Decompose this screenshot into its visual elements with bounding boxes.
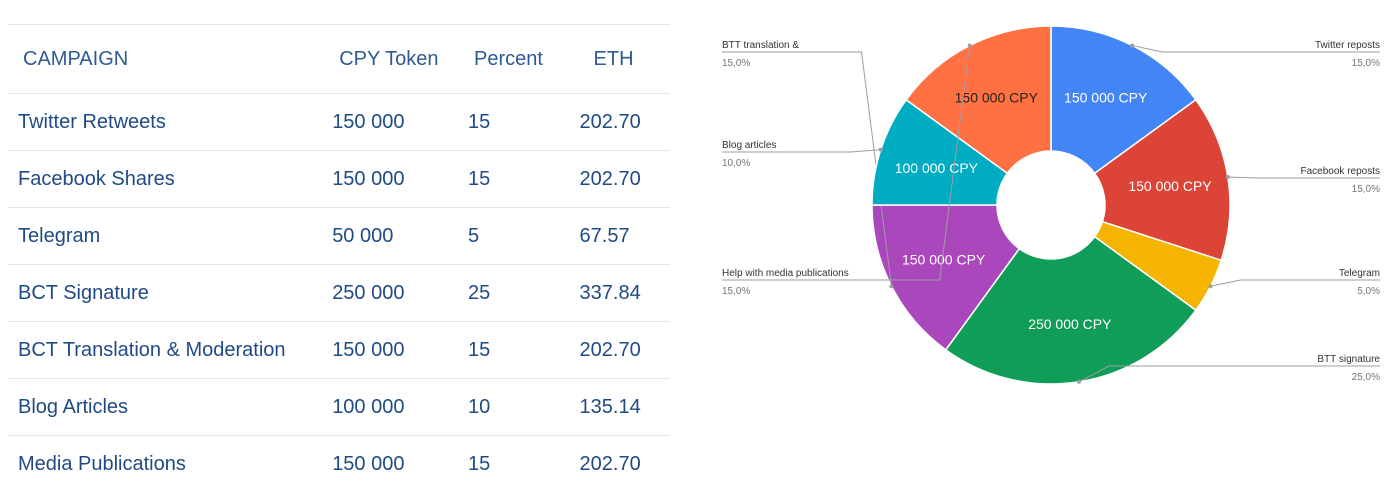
- callout-line: [722, 149, 881, 153]
- campaign-cell: Telegram: [8, 207, 333, 265]
- donut-slice: [1050, 25, 1197, 175]
- table-row: Facebook Shares 150 000 15 202.70: [8, 150, 670, 208]
- slice-percent-label: 15,0%: [722, 58, 750, 69]
- eth-cell: 67.57: [579, 207, 670, 265]
- slice-name-label: Telegram: [1339, 268, 1380, 279]
- campaign-cell: Blog Articles: [8, 378, 333, 436]
- slice-value-label: 100 000 CPY: [895, 160, 979, 176]
- percent-cell: 15: [468, 93, 580, 151]
- table-row: BCT Signature 250 000 25 337.84: [8, 264, 670, 322]
- campaign-cell: Facebook Shares: [8, 150, 333, 208]
- header-eth: ETH: [579, 24, 670, 94]
- header-percent: Percent: [468, 24, 580, 94]
- slice-percent-label: 15,0%: [1352, 184, 1380, 195]
- donut-slice: [905, 25, 1052, 175]
- table-row: Twitter Retweets 150 000 15 202.70: [8, 93, 670, 151]
- callout-line: [722, 45, 971, 281]
- slice-name-label: Twitter reposts: [1315, 40, 1380, 51]
- slice-value-label: 150 000 CPY: [955, 90, 1039, 106]
- header-campaign: CAMPAIGN: [8, 24, 333, 94]
- header-cpy-token: CPY Token: [332, 24, 468, 94]
- slice-value-label: 150 000 CPY: [902, 252, 986, 268]
- slice-value-label: 250 000 CPY: [1028, 316, 1112, 332]
- donut-chart-container: 150 000 CPY Twitter reposts 15,0% 150 000 C…: [690, 0, 1393, 497]
- eth-cell: 202.70: [579, 150, 670, 208]
- callout-line: [1132, 45, 1380, 53]
- slice-name-label: Help with media publications: [722, 268, 849, 279]
- slice-value-label: 150 000 CPY: [1064, 90, 1148, 106]
- campaign-cell: BCT Translation & Moderation: [8, 321, 333, 379]
- slice-percent-label: 25,0%: [1352, 372, 1380, 383]
- slice-percent-label: 15,0%: [1352, 58, 1380, 69]
- callout-line: [1210, 279, 1380, 287]
- token-cell: 250 000: [332, 264, 468, 322]
- callout-dot: [1077, 379, 1082, 384]
- token-cell: 50 000: [332, 207, 468, 265]
- slice-value-label: 150 000 CPY: [1128, 178, 1212, 194]
- eth-cell: 202.70: [579, 435, 670, 492]
- token-cell: 150 000: [332, 321, 468, 379]
- callout-line: [1227, 176, 1380, 179]
- campaign-cell: Media Publications: [8, 435, 333, 492]
- slice-percent-label: 5,0%: [1357, 286, 1380, 297]
- slice-name-label: BTT translation &: [722, 40, 799, 51]
- table-header-row: CAMPAIGN CPY Token Percent ETH: [8, 24, 670, 94]
- eth-cell: 135.14: [579, 378, 670, 436]
- table-row: Telegram 50 000 5 67.57: [8, 207, 670, 265]
- callout-line: [722, 51, 893, 287]
- donut-slice: [1093, 98, 1231, 262]
- slice-percent-label: 10,0%: [722, 158, 750, 169]
- donut-slice: [944, 235, 1197, 385]
- callout-dot: [1225, 174, 1230, 179]
- table-row: Media Publications 150 000 15 202.70: [8, 435, 670, 492]
- callout-line: [1078, 365, 1380, 383]
- eth-cell: 202.70: [579, 93, 670, 151]
- slice-name-label: BTT signature: [1317, 354, 1380, 365]
- table-row: Blog Articles 100 000 10 135.14: [8, 378, 670, 436]
- campaign-cell: BCT Signature: [8, 264, 333, 322]
- token-cell: 150 000: [332, 150, 468, 208]
- percent-cell: 15: [468, 321, 580, 379]
- campaign-cell: Twitter Retweets: [8, 93, 333, 151]
- callout-dot: [889, 284, 894, 289]
- donut-slice: [871, 98, 1009, 206]
- callout-dot: [1208, 284, 1213, 289]
- donut-slice: [871, 204, 1021, 351]
- campaign-table-wrap: CAMPAIGN CPY Token Percent ETH Twitter R…: [8, 24, 670, 492]
- callout-dot: [967, 43, 972, 48]
- callout-dot: [878, 147, 883, 152]
- token-cell: 150 000: [332, 435, 468, 492]
- percent-cell: 15: [468, 435, 580, 492]
- percent-cell: 10: [468, 378, 580, 436]
- callout-dot: [1130, 43, 1135, 48]
- eth-cell: 337.84: [579, 264, 670, 322]
- percent-cell: 25: [468, 264, 580, 322]
- donut-chart: 150 000 CPY Twitter reposts 15,0% 150 000 C…: [722, 25, 1381, 385]
- percent-cell: 15: [468, 150, 580, 208]
- slice-percent-label: 15,0%: [722, 286, 750, 297]
- campaign-table: CAMPAIGN CPY Token Percent ETH Twitter R…: [8, 24, 670, 492]
- token-cell: 150 000: [332, 93, 468, 151]
- token-cell: 100 000: [332, 378, 468, 436]
- table-row: BCT Translation & Moderation 150 000 15 …: [8, 321, 670, 379]
- slice-name-label: Blog articles: [722, 140, 776, 151]
- slice-name-label: Facebook reposts: [1301, 166, 1381, 177]
- percent-cell: 5: [468, 207, 580, 265]
- eth-cell: 202.70: [579, 321, 670, 379]
